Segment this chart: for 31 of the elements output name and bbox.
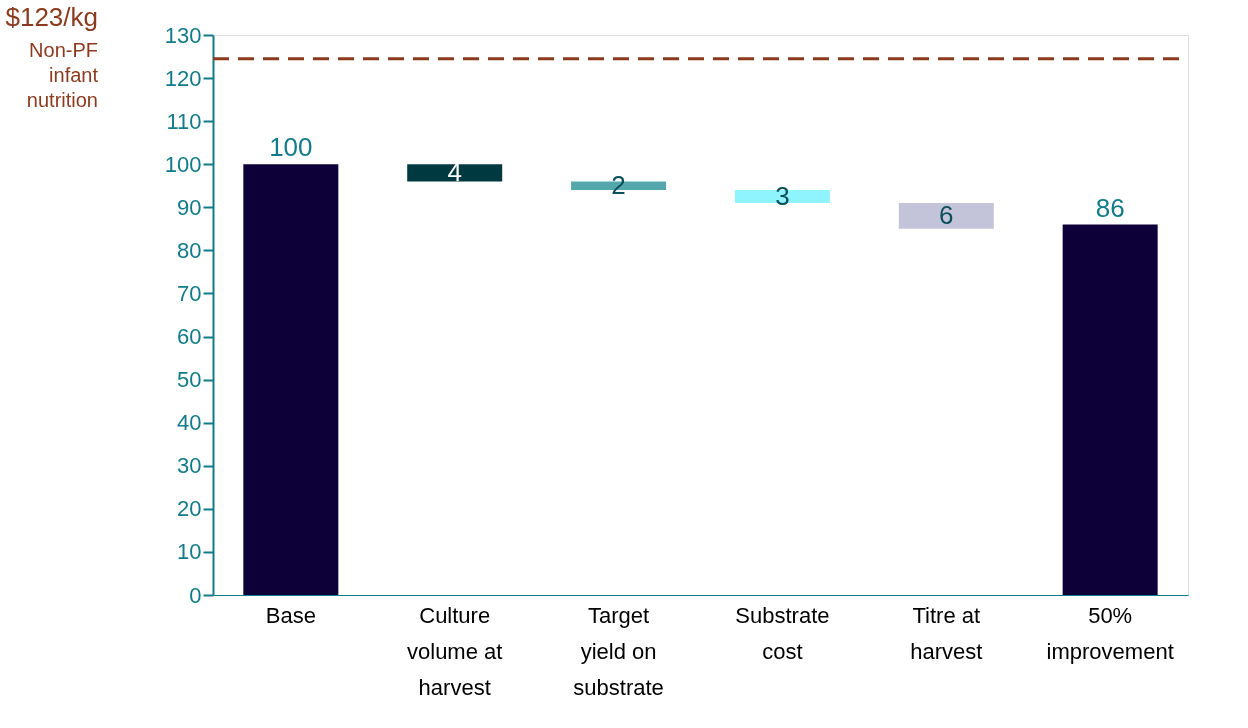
ref-line-label: $123/kg bbox=[5, 2, 98, 32]
y-tick-label: 10 bbox=[177, 539, 202, 565]
bar bbox=[243, 164, 339, 595]
y-tick-label: 100 bbox=[164, 151, 202, 177]
x-tick-label: 50% improvement bbox=[1046, 602, 1174, 664]
y-tick-label: 50 bbox=[177, 367, 202, 393]
data-label: 3 bbox=[775, 180, 790, 211]
y-tick-label: 0 bbox=[189, 582, 202, 608]
bar bbox=[898, 203, 994, 229]
y-tick-label: 20 bbox=[177, 496, 202, 522]
bar bbox=[1062, 224, 1158, 595]
y-tick-label: 70 bbox=[177, 280, 202, 306]
data-label: 86 bbox=[1095, 192, 1125, 223]
y-tick-label: 130 bbox=[164, 22, 202, 48]
y-tick-label: 120 bbox=[164, 65, 202, 91]
y-tick-label: 60 bbox=[177, 324, 202, 350]
x-tick-label: Titre at harvest bbox=[910, 602, 983, 664]
text: Non-PF infant nutrition bbox=[26, 39, 99, 111]
data-label: 100 bbox=[269, 132, 313, 163]
y-tick-label: 110 bbox=[166, 108, 202, 134]
data-label: 6 bbox=[939, 199, 954, 230]
y-tick-label: 40 bbox=[177, 410, 202, 436]
y-tick-label: 30 bbox=[177, 453, 202, 479]
x-tick-label: Target yield on substrate bbox=[573, 602, 664, 700]
bar bbox=[407, 164, 503, 182]
x-tick-label: Substrate cost bbox=[735, 602, 830, 664]
data-label: 4 bbox=[447, 156, 462, 187]
y-tick-label: 90 bbox=[177, 194, 202, 220]
y-tick-label: 80 bbox=[177, 237, 202, 263]
x-tick-label: Base bbox=[265, 602, 316, 628]
x-tick-label: Culture volume at harvest bbox=[407, 602, 503, 700]
